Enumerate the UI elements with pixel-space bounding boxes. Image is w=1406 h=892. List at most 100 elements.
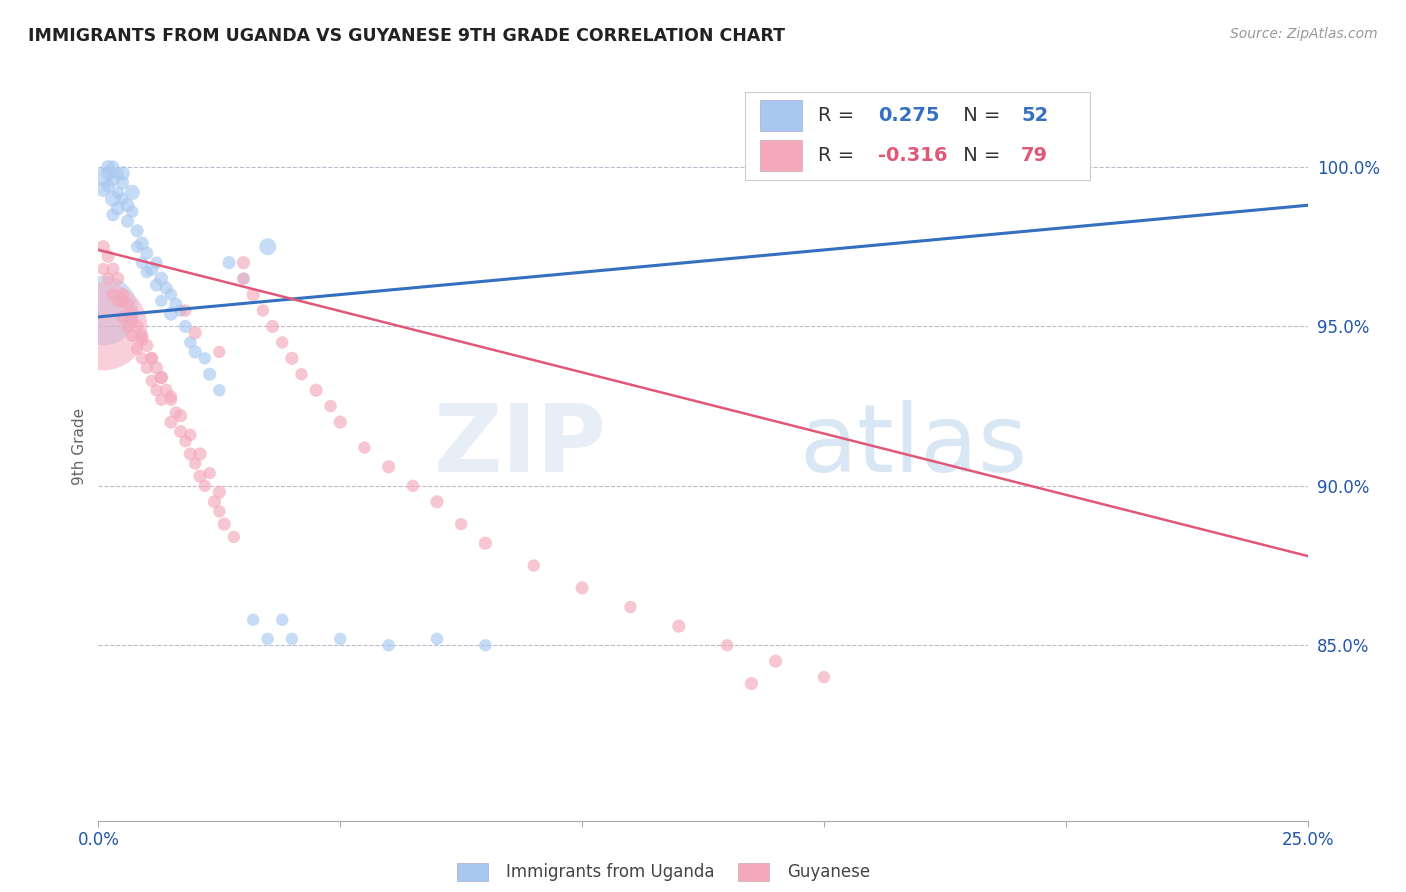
Point	[155, 383, 177, 397]
Point	[101, 173, 124, 187]
Point	[145, 360, 167, 375]
Point	[127, 224, 149, 238]
Point	[204, 495, 226, 509]
Point	[252, 303, 274, 318]
Point	[281, 632, 304, 646]
Point	[813, 670, 835, 684]
Point	[212, 517, 235, 532]
Point	[184, 345, 207, 359]
Text: N =: N =	[957, 145, 1007, 165]
Point	[111, 293, 134, 308]
Point	[188, 469, 211, 483]
Point	[271, 613, 294, 627]
Point	[97, 179, 120, 194]
Point	[127, 319, 149, 334]
Point	[145, 383, 167, 397]
Point	[668, 619, 690, 633]
Point	[184, 326, 207, 340]
Point	[117, 214, 139, 228]
Point	[198, 368, 221, 382]
Text: R =: R =	[818, 145, 860, 165]
Point	[135, 360, 157, 375]
Point	[353, 441, 375, 455]
Point	[97, 249, 120, 263]
Text: Guyanese: Guyanese	[787, 863, 870, 881]
Point	[208, 485, 231, 500]
Point	[179, 335, 201, 350]
Point	[121, 186, 143, 200]
Point	[160, 307, 183, 321]
Point	[174, 434, 197, 449]
Point	[194, 351, 217, 366]
Point	[232, 271, 254, 285]
Point	[107, 293, 129, 308]
Point	[329, 632, 352, 646]
Point	[91, 169, 114, 184]
Y-axis label: 9th Grade: 9th Grade	[72, 408, 87, 484]
Point	[619, 600, 641, 615]
Point	[121, 329, 143, 343]
Point	[111, 176, 134, 190]
Point	[179, 427, 201, 442]
Point	[319, 399, 342, 413]
Point	[222, 530, 245, 544]
Point	[271, 335, 294, 350]
Point	[169, 303, 191, 318]
Point	[150, 271, 173, 285]
Point	[117, 297, 139, 311]
Point	[474, 638, 496, 652]
Point	[101, 192, 124, 206]
Point	[426, 632, 449, 646]
Text: ZIP: ZIP	[433, 400, 606, 492]
Point	[121, 204, 143, 219]
Text: Immigrants from Uganda: Immigrants from Uganda	[506, 863, 714, 881]
Point	[141, 351, 163, 366]
Point	[131, 351, 153, 366]
Point	[290, 368, 312, 382]
Point	[160, 392, 183, 407]
Point	[523, 558, 546, 573]
Point	[402, 479, 425, 493]
Point	[571, 581, 593, 595]
Point	[256, 240, 278, 254]
Point	[281, 351, 304, 366]
Point	[208, 504, 231, 518]
Point	[141, 351, 163, 366]
Point	[194, 479, 217, 493]
Point	[107, 202, 129, 216]
Point	[91, 182, 114, 196]
Point	[145, 277, 167, 292]
Text: N =: N =	[957, 106, 1007, 125]
Point	[426, 495, 449, 509]
Point	[155, 281, 177, 295]
Point	[107, 166, 129, 180]
Point	[121, 313, 143, 327]
Point	[131, 329, 153, 343]
Point	[141, 262, 163, 277]
Point	[160, 287, 183, 301]
Point	[160, 390, 183, 404]
Point	[450, 517, 472, 532]
Point	[127, 240, 149, 254]
Point	[107, 271, 129, 285]
Text: 52: 52	[1021, 106, 1049, 125]
Point	[184, 457, 207, 471]
Text: 79: 79	[1021, 145, 1047, 165]
Point	[256, 632, 278, 646]
Point	[329, 415, 352, 429]
Point	[135, 265, 157, 279]
Point	[97, 160, 120, 174]
Point	[117, 319, 139, 334]
Point	[150, 293, 173, 308]
Text: Source: ZipAtlas.com: Source: ZipAtlas.com	[1230, 27, 1378, 41]
Point	[101, 262, 124, 277]
Point	[242, 287, 264, 301]
Point	[135, 246, 157, 260]
Point	[169, 425, 191, 439]
Point	[242, 613, 264, 627]
Point	[716, 638, 738, 652]
Point	[150, 370, 173, 384]
Point	[740, 676, 762, 690]
Point	[131, 332, 153, 346]
FancyBboxPatch shape	[759, 139, 803, 171]
